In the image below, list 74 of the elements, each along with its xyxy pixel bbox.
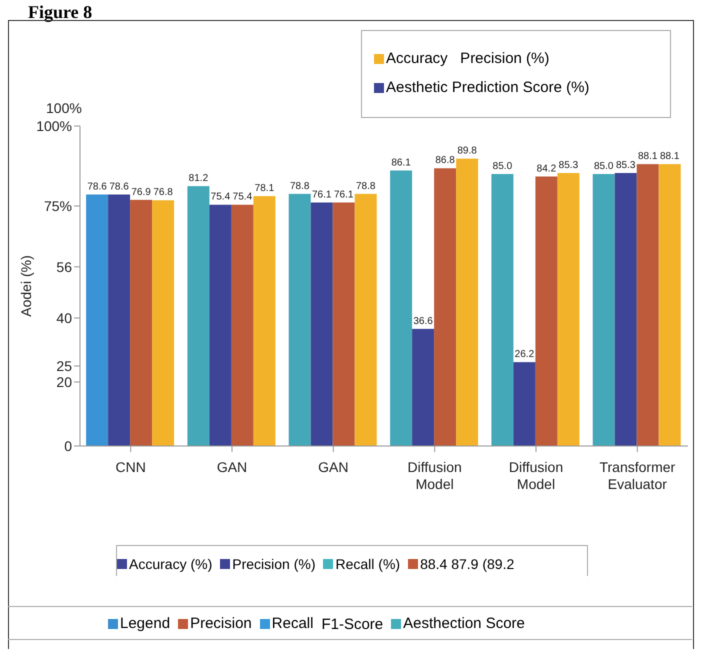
x-tick-label: Diffusion Model — [508, 459, 564, 492]
legend-label: Precision (%) — [232, 556, 316, 572]
data-label: 78.6 — [109, 181, 130, 192]
data-label: 85.3 — [616, 160, 636, 172]
data-label: 88.1 — [638, 151, 658, 162]
x-tick-label: GAN — [318, 459, 349, 475]
y-tick-label: 40 — [56, 310, 72, 326]
legend-label: Recall — [272, 615, 314, 632]
bar — [636, 164, 659, 446]
data-label: 78.1 — [254, 183, 275, 194]
bar — [390, 170, 412, 446]
bar — [412, 328, 434, 446]
bar — [535, 176, 558, 446]
bar — [592, 174, 615, 446]
data-label: 36.6 — [413, 316, 434, 327]
data-label: 85.3 — [558, 160, 579, 172]
bar — [288, 194, 311, 446]
data-label: 81.2 — [188, 173, 209, 184]
bar — [187, 186, 210, 446]
data-label: 84.2 — [536, 164, 557, 175]
bar — [332, 202, 355, 446]
bar — [86, 194, 108, 446]
x-tick-label: Transformer Evaluator — [599, 459, 676, 492]
data-label: 88.1 — [660, 151, 680, 162]
data-label: 76.1 — [312, 189, 332, 200]
data-label: 78.6 — [87, 181, 108, 192]
legend-label: Precision — [190, 615, 252, 632]
data-label: 76.9 — [131, 186, 152, 198]
bar — [557, 173, 580, 446]
bar — [491, 174, 514, 446]
x-tick-label: Diffusion Model — [408, 459, 462, 492]
x-tick-label: GAN — [216, 459, 248, 475]
data-label: 85.0 — [492, 161, 513, 172]
bar — [513, 362, 536, 446]
text: F1-Score — [321, 616, 384, 632]
data-label: 76.8 — [153, 187, 174, 198]
bar — [152, 200, 174, 446]
bar — [614, 173, 637, 446]
bar — [456, 158, 478, 446]
legend-label: 88.4 87.9 (89.2 — [420, 556, 514, 572]
bar — [354, 194, 377, 446]
legend-label: Aesthection Score — [403, 615, 525, 632]
y-tick-label: 0 — [64, 438, 72, 454]
legend-label: Accuracy (%) — [129, 556, 212, 572]
bar — [253, 196, 276, 446]
y-tick-label: 100% — [36, 118, 72, 134]
y-axis-title: Aodei (%) — [18, 255, 34, 317]
data-label: 75.4 — [232, 192, 253, 203]
bar — [130, 200, 152, 446]
x-tick-label: CNN — [115, 459, 146, 475]
data-label: 86.1 — [391, 157, 412, 168]
bar — [310, 202, 333, 446]
data-label: 85.0 — [594, 161, 614, 172]
data-label: 26.2 — [514, 349, 535, 360]
data-label: 78.8 — [290, 180, 310, 192]
legend-label: Accuracy Precision (%) — [386, 49, 550, 69]
bar — [658, 164, 681, 446]
legend-label: Aesthetic Prediction Score (%) — [386, 78, 590, 98]
y-tick-label: 56 — [56, 258, 72, 275]
legend-label: Legend — [120, 615, 170, 632]
bar — [231, 204, 254, 446]
y-tick-label: 75% — [44, 198, 72, 214]
bar — [209, 204, 232, 446]
bar — [108, 194, 130, 446]
data-label: 75.4 — [210, 192, 231, 203]
y-tick-label: 25 — [56, 358, 72, 374]
bar — [434, 168, 456, 446]
data-label: 78.8 — [356, 180, 376, 192]
data-label: 86.8 — [435, 155, 456, 166]
y-tick-label: 20 — [56, 374, 72, 390]
chart-title: Figure 8 — [28, 2, 92, 23]
data-label: 76.1 — [334, 189, 354, 200]
data-label: 89.8 — [457, 146, 478, 157]
legend-label: Recall (%) — [335, 556, 400, 572]
